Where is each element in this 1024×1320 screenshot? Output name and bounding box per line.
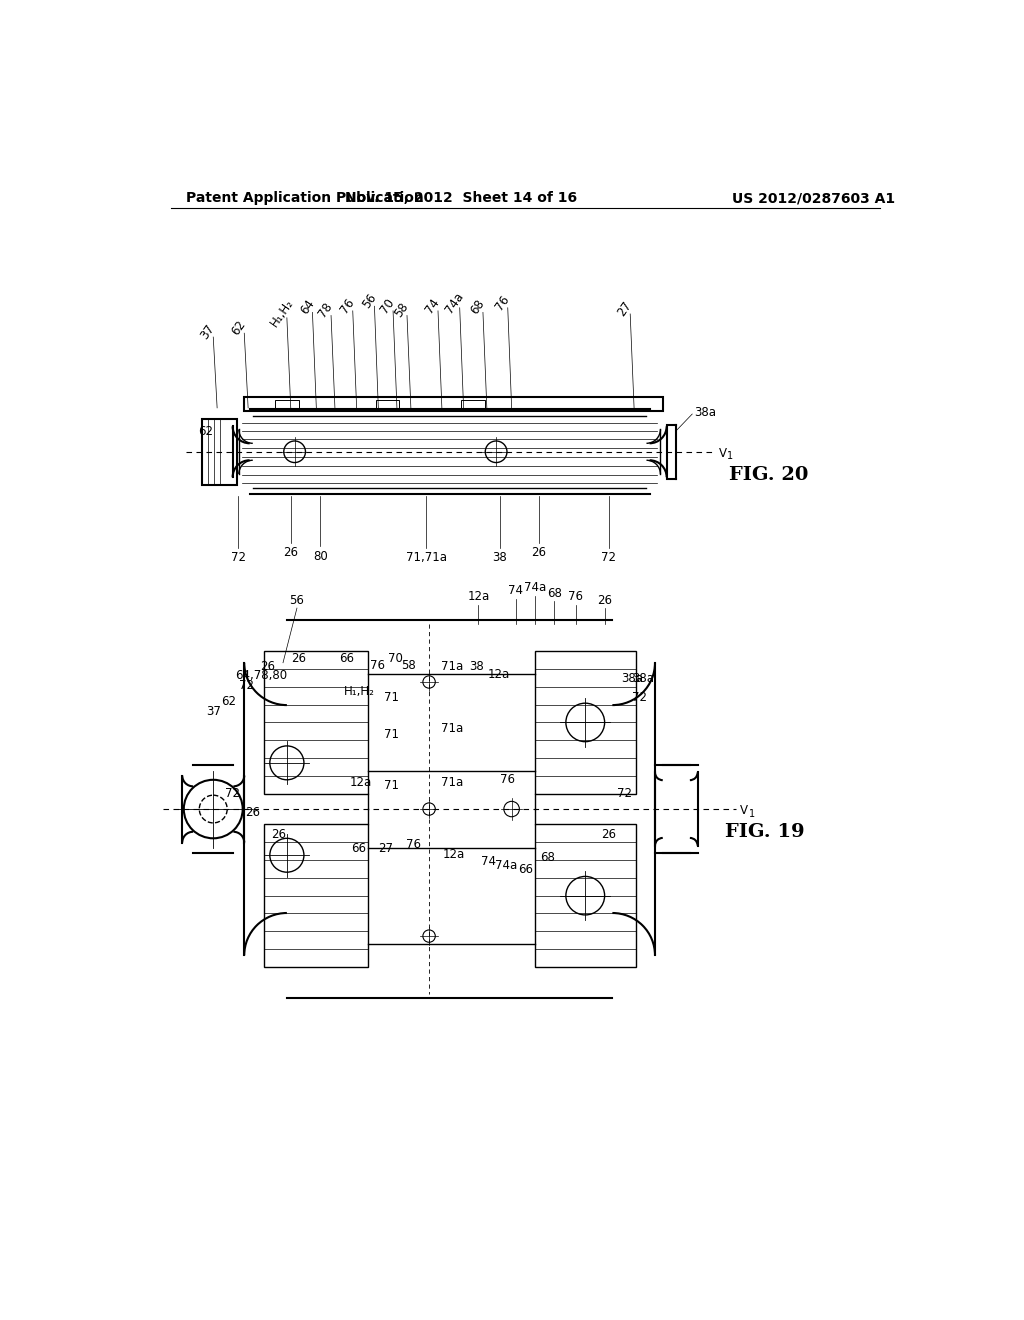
Text: FIG. 20: FIG. 20: [729, 466, 808, 484]
Text: 76: 76: [338, 296, 357, 315]
Text: 66: 66: [339, 652, 354, 665]
Text: 68: 68: [468, 297, 487, 317]
Text: 26: 26: [531, 545, 546, 558]
Text: 72: 72: [601, 552, 616, 564]
Bar: [535, 651, 636, 793]
Text: 27: 27: [615, 298, 635, 318]
Text: 72: 72: [239, 680, 254, 693]
Text: 38: 38: [493, 552, 507, 564]
Text: 71,71a: 71,71a: [406, 552, 446, 564]
Text: 12a: 12a: [487, 668, 510, 681]
Text: 26: 26: [271, 829, 287, 841]
Text: 76: 76: [370, 659, 385, 672]
Text: 76: 76: [568, 590, 584, 603]
Text: 71a: 71a: [440, 660, 463, 673]
Text: 72: 72: [225, 787, 241, 800]
Bar: [275, 400, 299, 409]
Text: 56: 56: [290, 594, 304, 607]
Text: 62: 62: [198, 425, 213, 438]
Bar: [376, 400, 399, 409]
Bar: [245, 397, 663, 411]
Text: 27: 27: [378, 842, 393, 855]
Text: 74a: 74a: [523, 581, 546, 594]
Text: 71a: 71a: [440, 776, 463, 788]
Text: 71: 71: [384, 779, 399, 792]
Text: 74: 74: [508, 585, 523, 597]
Text: 76: 76: [493, 293, 512, 313]
Text: 74a: 74a: [495, 859, 517, 873]
Text: Patent Application Publication: Patent Application Publication: [186, 191, 424, 206]
Bar: [535, 825, 636, 966]
Text: 74: 74: [423, 296, 442, 315]
Text: 78: 78: [316, 301, 335, 319]
Text: V: V: [740, 804, 749, 817]
Text: 26: 26: [284, 545, 298, 558]
Text: 64,78,80: 64,78,80: [234, 669, 287, 682]
Text: 58: 58: [392, 301, 412, 319]
Text: 26: 26: [245, 807, 260, 820]
Text: 80: 80: [312, 549, 328, 562]
Text: 64: 64: [298, 297, 316, 317]
Text: V: V: [719, 446, 727, 459]
Bar: [263, 825, 369, 966]
Text: 38a: 38a: [621, 672, 643, 685]
Text: 12a: 12a: [467, 590, 489, 603]
Text: 12a: 12a: [442, 847, 465, 861]
Text: 70: 70: [378, 296, 397, 315]
Text: H₁,H₂: H₁,H₂: [343, 685, 375, 698]
Text: 62: 62: [221, 694, 237, 708]
Text: 56: 56: [359, 292, 379, 310]
Text: 26: 26: [260, 660, 275, 673]
Text: 66: 66: [351, 842, 367, 855]
Bar: [263, 651, 369, 793]
Text: 37: 37: [199, 322, 217, 342]
Text: 26: 26: [601, 829, 616, 841]
Text: 38a: 38a: [632, 672, 653, 685]
Text: 74: 74: [481, 855, 496, 869]
Text: 38a: 38a: [693, 407, 716, 418]
Text: 74a: 74a: [442, 289, 466, 315]
Text: 72: 72: [616, 787, 632, 800]
Text: 62: 62: [229, 318, 249, 338]
Text: 68: 68: [547, 586, 562, 599]
Text: 66: 66: [518, 863, 534, 876]
Text: 76: 76: [406, 838, 421, 851]
Text: 76: 76: [501, 772, 515, 785]
Text: H₁,H₂: H₁,H₂: [267, 296, 296, 329]
Text: 71: 71: [384, 727, 399, 741]
Text: 26: 26: [597, 594, 612, 607]
Text: 37: 37: [206, 705, 221, 718]
Text: 26: 26: [291, 652, 306, 665]
Text: 12a: 12a: [349, 776, 372, 788]
Text: US 2012/0287603 A1: US 2012/0287603 A1: [732, 191, 896, 206]
Text: 68: 68: [541, 851, 555, 865]
Text: 71: 71: [384, 690, 399, 704]
Text: 72: 72: [632, 690, 647, 704]
Text: Nov. 15, 2012  Sheet 14 of 16: Nov. 15, 2012 Sheet 14 of 16: [345, 191, 578, 206]
Text: 1: 1: [727, 450, 733, 461]
Text: FIG. 19: FIG. 19: [725, 824, 805, 841]
Bar: [461, 400, 484, 409]
Bar: [202, 418, 237, 484]
Text: 38: 38: [469, 660, 484, 673]
Text: 70: 70: [388, 652, 402, 665]
Text: 71a: 71a: [440, 722, 463, 735]
Text: 58: 58: [401, 659, 416, 672]
Text: 72: 72: [230, 552, 246, 564]
Text: 1: 1: [749, 809, 755, 818]
